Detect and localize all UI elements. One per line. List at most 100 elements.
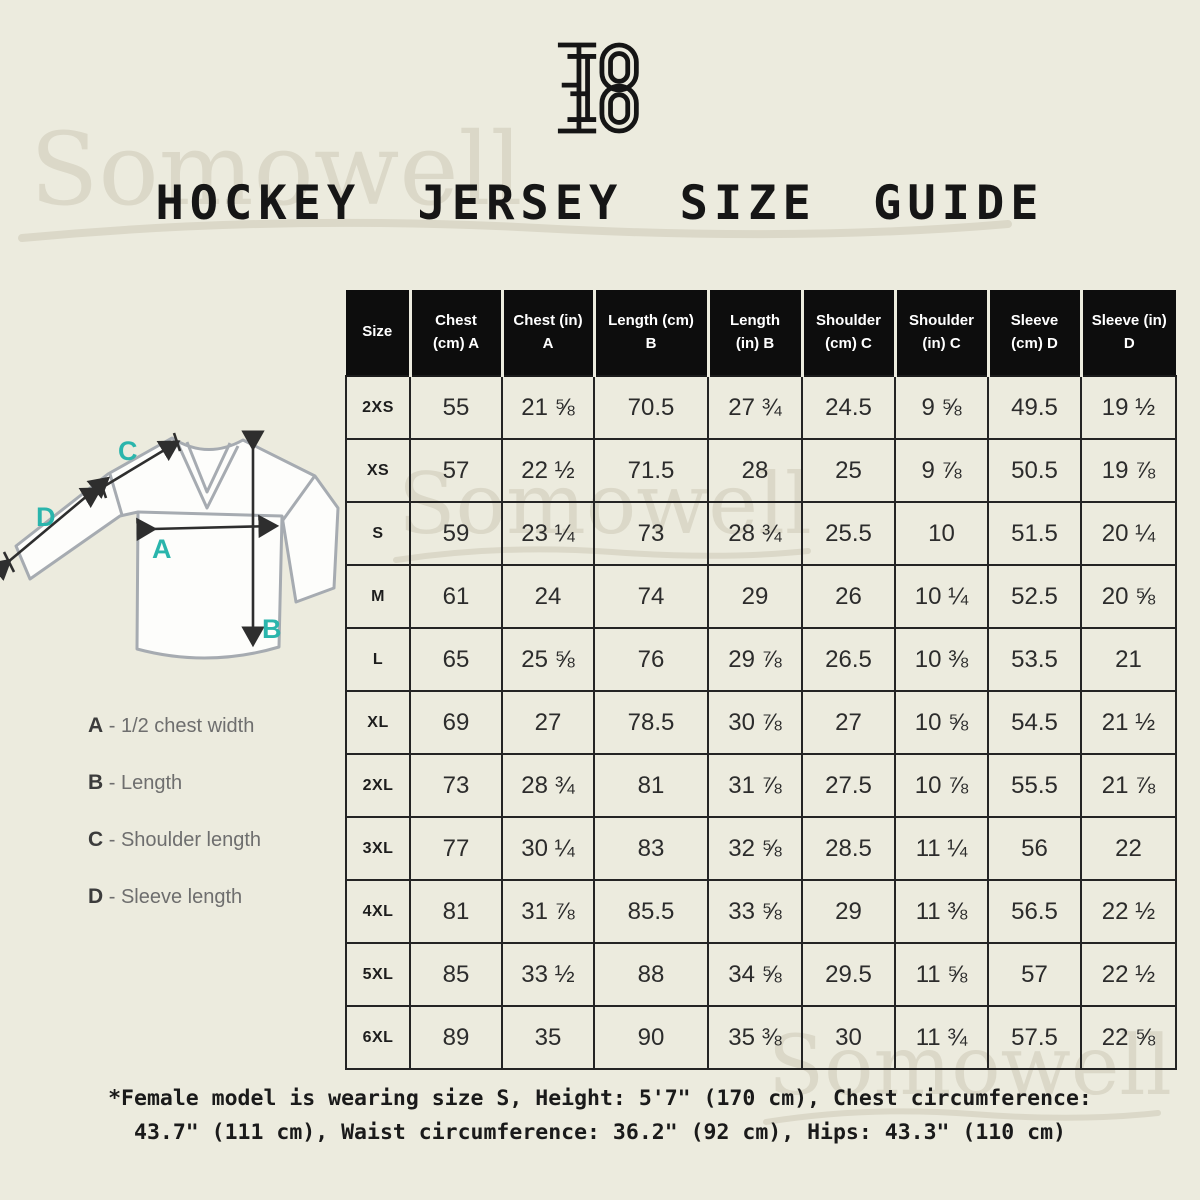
- measurement-cell: 65: [409, 627, 503, 692]
- measurement-cell: 49.5: [987, 375, 1082, 440]
- measurement-cell: 29: [801, 879, 896, 944]
- measurement-cell: 21 ⅞: [1080, 753, 1177, 818]
- measurement-cell: 10 ⅞: [894, 753, 989, 818]
- table-row-3xl: 3XL 77 30 ¼ 83 32 ⅝ 28.5 11 ¼ 56 22: [345, 816, 1177, 881]
- legend-item-b: B - Length: [88, 771, 183, 794]
- measurement-cell: 33 ½: [501, 942, 595, 1007]
- measurement-cell: 30 ¼: [501, 816, 595, 881]
- measurement-cell: 57: [987, 942, 1082, 1007]
- table-row-l: L 65 25 ⅝ 76 29 ⅞ 26.5 10 ⅜ 53.5 21: [345, 627, 1177, 692]
- size-table-header: Size Chest (cm) A Chest (in) A Length (cm) …: [346, 290, 1176, 377]
- measurement-cell: 88: [593, 942, 709, 1007]
- measurement-cell: 53.5: [987, 627, 1082, 692]
- table-row-xs: XS 57 22 ½ 71.5 28 25 9 ⅞ 50.5 19 ⅞: [345, 438, 1177, 503]
- measurement-cell: 35: [501, 1005, 595, 1070]
- size-label-cell: XL: [345, 690, 411, 755]
- column-header: Shoulder (cm) C: [800, 290, 897, 377]
- measurement-cell: 22: [1080, 816, 1177, 881]
- model-footnote: *Female model is wearing size S, Height:…: [0, 1082, 1200, 1151]
- watermark-swoosh: [763, 1108, 1161, 1125]
- measurement-cell: 32 ⅝: [707, 816, 803, 881]
- measurement-cell: 11 ¾: [894, 1005, 989, 1070]
- measurement-cell: 20 ⅝: [1080, 564, 1177, 629]
- measurement-cell: 54.5: [987, 690, 1082, 755]
- measurement-cell: 19 ⅞: [1080, 438, 1177, 503]
- brand-logo-i8-icon: [556, 40, 644, 141]
- measurement-cell: 89: [409, 1005, 503, 1070]
- measurement-cell: 11 ⅝: [894, 942, 989, 1007]
- measurement-cell: 21 ⅝: [501, 375, 595, 440]
- measurement-cell: 78.5: [593, 690, 709, 755]
- legend-key: D: [88, 885, 104, 908]
- table-row-6xl: 6XL 89 35 90 35 ⅜ 30 11 ¾ 57.5 22 ⅝: [345, 1005, 1177, 1070]
- measurement-cell: 74: [593, 564, 709, 629]
- measurement-cell: 34 ⅝: [707, 942, 803, 1007]
- measurement-cell: 10 ¼: [894, 564, 989, 629]
- measurement-cell: 85.5: [593, 879, 709, 944]
- measurement-cell: 9 ⅝: [894, 375, 989, 440]
- column-header: Sleeve (cm) D: [986, 290, 1083, 377]
- measurement-cell: 57.5: [987, 1005, 1082, 1070]
- measurement-cell: 29.5: [801, 942, 896, 1007]
- measurement-cell: 71.5: [593, 438, 709, 503]
- dim-label-d: D: [36, 502, 56, 532]
- measurement-cell: 52.5: [987, 564, 1082, 629]
- measurement-cell: 56.5: [987, 879, 1082, 944]
- dim-label-a: A: [152, 534, 172, 564]
- measurement-cell: 70.5: [593, 375, 709, 440]
- column-header: Size: [346, 290, 412, 377]
- measurement-cell: 85: [409, 942, 503, 1007]
- size-label-cell: 2XS: [345, 375, 411, 440]
- measurement-cell: 81: [593, 753, 709, 818]
- size-label-cell: XS: [345, 438, 411, 503]
- measurement-cell: 22 ½: [501, 438, 595, 503]
- measurement-cell: 24.5: [801, 375, 896, 440]
- measurement-cell: 69: [409, 690, 503, 755]
- measurement-cell: 31 ⅞: [707, 753, 803, 818]
- measurement-cell: 22 ½: [1080, 879, 1177, 944]
- legend-item-c: C - Shoulder length: [88, 828, 262, 851]
- measurement-cell: 11 ¼: [894, 816, 989, 881]
- measurement-cell: 26: [801, 564, 896, 629]
- measurement-cell: 22 ⅝: [1080, 1005, 1177, 1070]
- legend-item-a: A - 1/2 chest width: [88, 714, 255, 737]
- table-row-2xl: 2XL 73 28 ¾ 81 31 ⅞ 27.5 10 ⅞ 55.5 21 ⅞: [345, 753, 1177, 818]
- measurement-cell: 27 ¾: [707, 375, 803, 440]
- size-label-cell: 6XL: [345, 1005, 411, 1070]
- table-row-5xl: 5XL 85 33 ½ 88 34 ⅝ 29.5 11 ⅝ 57 22 ½: [345, 942, 1177, 1007]
- size-label-cell: 4XL: [345, 879, 411, 944]
- measurement-cell: 77: [409, 816, 503, 881]
- measurement-cell: 20 ¼: [1080, 501, 1177, 566]
- table-row-xl: XL 69 27 78.5 30 ⅞ 27 10 ⅝ 54.5 21 ½: [345, 690, 1177, 755]
- measurement-cell: 90: [593, 1005, 709, 1070]
- measurement-cell: 57: [409, 438, 503, 503]
- measurement-cell: 35 ⅜: [707, 1005, 803, 1070]
- jersey-outline: [14, 436, 340, 660]
- measurement-cell: 51.5: [987, 501, 1082, 566]
- measurement-cell: 10 ⅝: [894, 690, 989, 755]
- measurement-cell: 28 ¾: [707, 501, 803, 566]
- measurement-cell: 81: [409, 879, 503, 944]
- table-row-s: S 59 23 ¼ 73 28 ¾ 25.5 10 51.5 20 ¼: [345, 501, 1177, 566]
- measurement-cell: 56: [987, 816, 1082, 881]
- measurement-cell: 29 ⅞: [707, 627, 803, 692]
- measurement-cell: 24: [501, 564, 595, 629]
- size-label-cell: M: [345, 564, 411, 629]
- dim-label-b: B: [262, 614, 282, 644]
- measurement-cell: 50.5: [987, 438, 1082, 503]
- measurement-cell: 28.5: [801, 816, 896, 881]
- column-header: Shoulder (in) C: [893, 290, 990, 377]
- measurement-cell: 10: [894, 501, 989, 566]
- measurement-cell: 26.5: [801, 627, 896, 692]
- measurement-cell: 30: [801, 1005, 896, 1070]
- column-header: Chest (cm) A: [408, 290, 504, 377]
- measurement-cell: 27.5: [801, 753, 896, 818]
- measurement-cell: 19 ½: [1080, 375, 1177, 440]
- measurement-cell: 83: [593, 816, 709, 881]
- measurement-cell: 76: [593, 627, 709, 692]
- measurement-cell: 59: [409, 501, 503, 566]
- size-label-cell: L: [345, 627, 411, 692]
- measurement-cell: 28: [707, 438, 803, 503]
- legend-key: A: [88, 714, 104, 737]
